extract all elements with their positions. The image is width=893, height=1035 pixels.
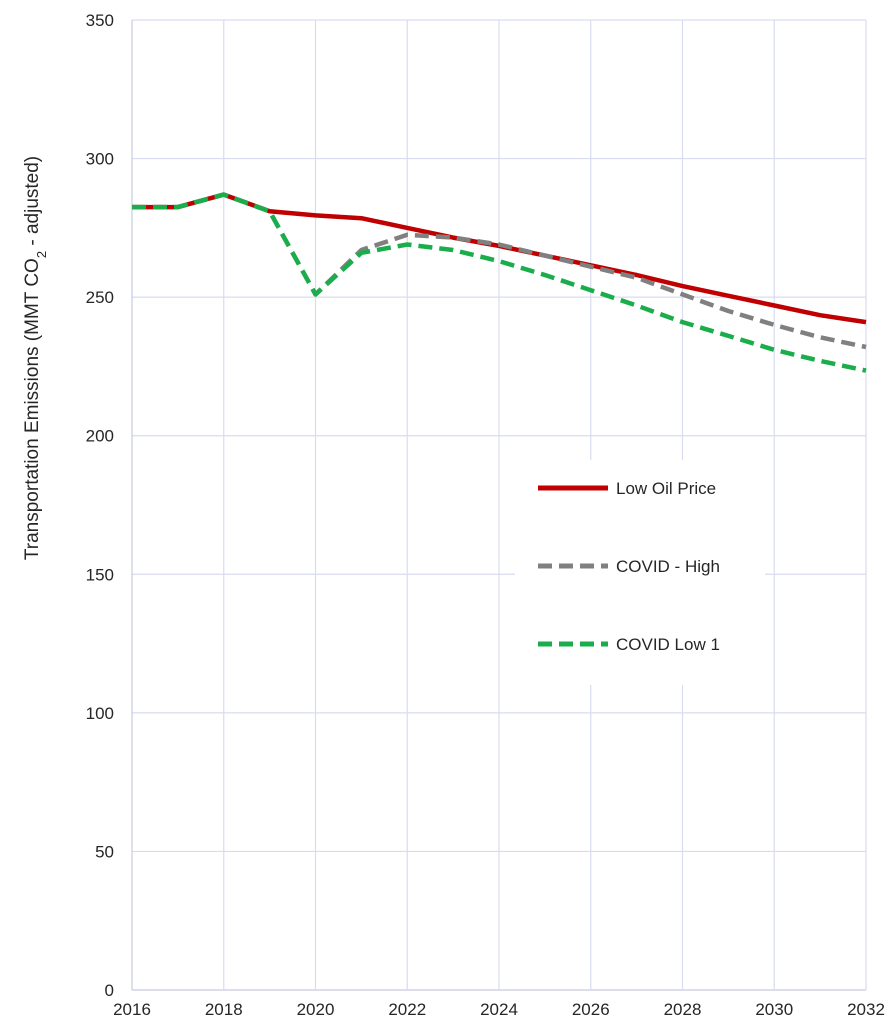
series-layer xyxy=(132,192,867,373)
legend: Low Oil Price COVID - High COVID Low 1 xyxy=(515,460,765,685)
y-axis-title-suffix: - adjusted) xyxy=(22,156,43,251)
series-line-covid-high xyxy=(132,192,867,350)
y-axis-title-subscript: 2 xyxy=(34,251,49,258)
legend-label-low-oil-price: Low Oil Price xyxy=(616,479,716,498)
x-tick-label: 2022 xyxy=(388,1000,426,1019)
y-tick-label: 300 xyxy=(86,150,114,169)
y-axis-title-main: Transportation Emissions (MMT CO xyxy=(22,258,43,560)
x-tick-label: 2018 xyxy=(205,1000,243,1019)
x-tick-label: 2016 xyxy=(113,1000,151,1019)
y-axis-title: Transportation Emissions (MMT CO2 - adju… xyxy=(22,156,49,560)
y-tick-label: 200 xyxy=(86,427,114,446)
y-tick-label: 250 xyxy=(86,288,114,307)
x-tick-label: 2032 xyxy=(847,1000,885,1019)
series-line-covid-low-1 xyxy=(132,192,867,373)
x-tick-label: 2028 xyxy=(664,1000,702,1019)
x-tick-label: 2020 xyxy=(297,1000,335,1019)
legend-label-covid-high: COVID - High xyxy=(616,557,720,576)
y-tick-label: 150 xyxy=(86,565,114,584)
y-tick-label: 0 xyxy=(105,981,114,1000)
legend-label-covid-low-1: COVID Low 1 xyxy=(616,635,720,654)
x-tick-label: 2030 xyxy=(755,1000,793,1019)
y-tick-label: 350 xyxy=(86,11,114,30)
x-tick-label: 2024 xyxy=(480,1000,518,1019)
legend-background xyxy=(515,460,765,685)
x-tick-label: 2026 xyxy=(572,1000,610,1019)
y-tick-label: 50 xyxy=(95,842,114,861)
y-tick-label: 100 xyxy=(86,704,114,723)
tick-labels: 0 50 100 150 200 250 300 350 2016 2018 2020 2022 202… xyxy=(86,11,885,1019)
